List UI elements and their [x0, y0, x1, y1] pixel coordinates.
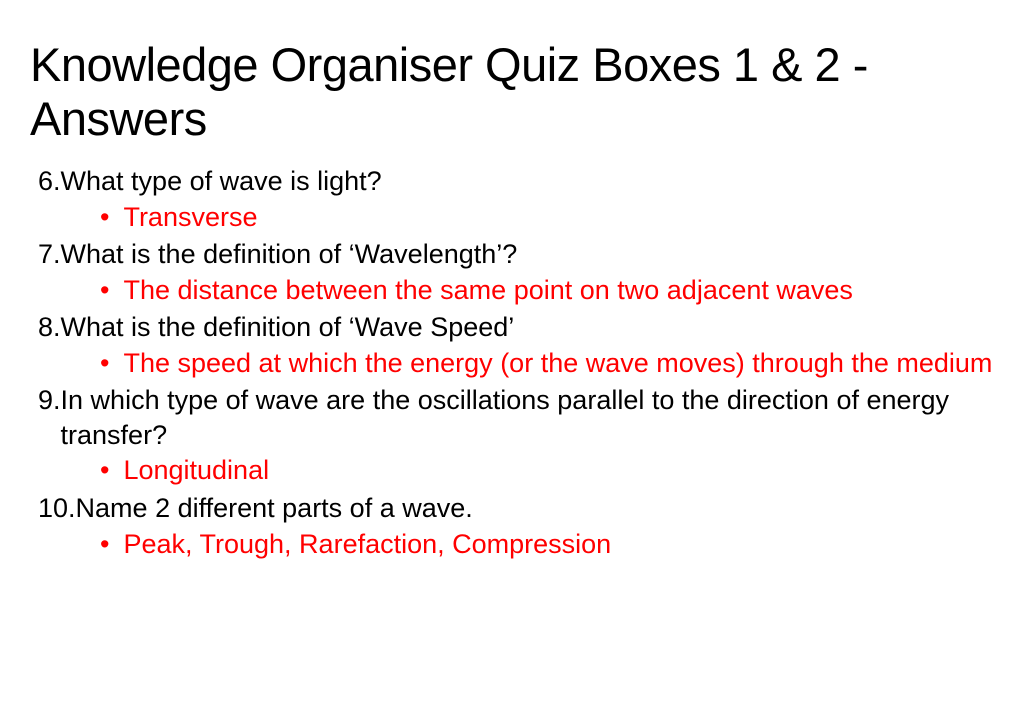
bullet-icon: • [100, 273, 109, 308]
answer-text: Peak, Trough, Rarefaction, Compression [123, 527, 994, 562]
question-number: 7. [38, 237, 61, 272]
qa-item: 10. Name 2 different parts of a wave. • … [38, 491, 994, 561]
qa-item: 9. In which type of wave are the oscilla… [38, 383, 994, 488]
answer-text: The speed at which the energy (or the wa… [123, 346, 994, 381]
answer: • The speed at which the energy (or the … [100, 346, 994, 381]
page-title: Knowledge Organiser Quiz Boxes 1 & 2 - A… [30, 38, 994, 146]
bullet-icon: • [100, 453, 109, 488]
question-number: 8. [38, 310, 61, 345]
qa-list: 6. What type of wave is light? • Transve… [30, 164, 994, 561]
answer: • Longitudinal [100, 453, 994, 488]
answer: • Peak, Trough, Rarefaction, Compression [100, 527, 994, 562]
question-text: Name 2 different parts of a wave. [76, 491, 994, 526]
question-text: What type of wave is light? [61, 164, 994, 199]
question-number: 6. [38, 164, 61, 199]
question: 10. Name 2 different parts of a wave. [38, 491, 994, 526]
answer: • Transverse [100, 200, 994, 235]
question-number: 9. [38, 383, 61, 452]
bullet-icon: • [100, 200, 109, 235]
answer-text: Transverse [123, 200, 994, 235]
qa-item: 7. What is the definition of ‘Wavelength… [38, 237, 994, 307]
qa-item: 6. What type of wave is light? • Transve… [38, 164, 994, 234]
question-number: 10. [38, 491, 76, 526]
bullet-icon: • [100, 346, 109, 381]
answer-text: The distance between the same point on t… [123, 273, 994, 308]
bullet-icon: • [100, 527, 109, 562]
question: 7. What is the definition of ‘Wavelength… [38, 237, 994, 272]
qa-item: 8. What is the definition of ‘Wave Speed… [38, 310, 994, 380]
answer: • The distance between the same point on… [100, 273, 994, 308]
question-text: What is the definition of ‘Wavelength’? [61, 237, 994, 272]
answer-text: Longitudinal [123, 453, 994, 488]
question: 9. In which type of wave are the oscilla… [38, 383, 994, 452]
question: 8. What is the definition of ‘Wave Speed… [38, 310, 994, 345]
question-text: What is the definition of ‘Wave Speed’ [61, 310, 994, 345]
question: 6. What type of wave is light? [38, 164, 994, 199]
question-text: In which type of wave are the oscillatio… [61, 383, 994, 452]
